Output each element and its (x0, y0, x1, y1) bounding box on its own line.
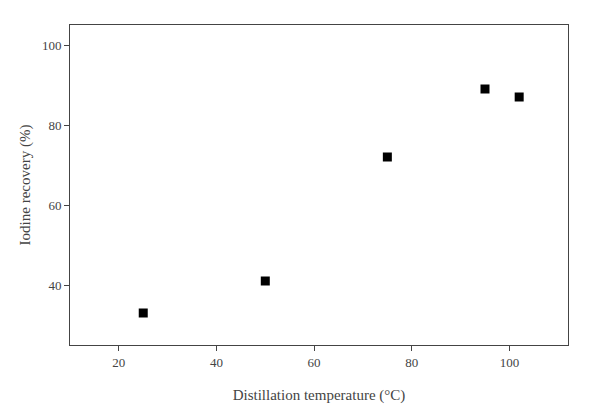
svg-text:100: 100 (42, 38, 62, 53)
svg-text:40: 40 (48, 278, 61, 293)
svg-text:Iodine recovery (%): Iodine recovery (%) (17, 125, 34, 246)
svg-text:60: 60 (308, 355, 321, 370)
svg-text:20: 20 (112, 355, 125, 370)
svg-text:40: 40 (210, 355, 223, 370)
svg-text:60: 60 (48, 198, 61, 213)
svg-text:100: 100 (500, 355, 520, 370)
svg-text:80: 80 (405, 355, 418, 370)
svg-text:80: 80 (48, 118, 61, 133)
svg-text:Distillation temperature (°C): Distillation temperature (°C) (233, 387, 406, 404)
